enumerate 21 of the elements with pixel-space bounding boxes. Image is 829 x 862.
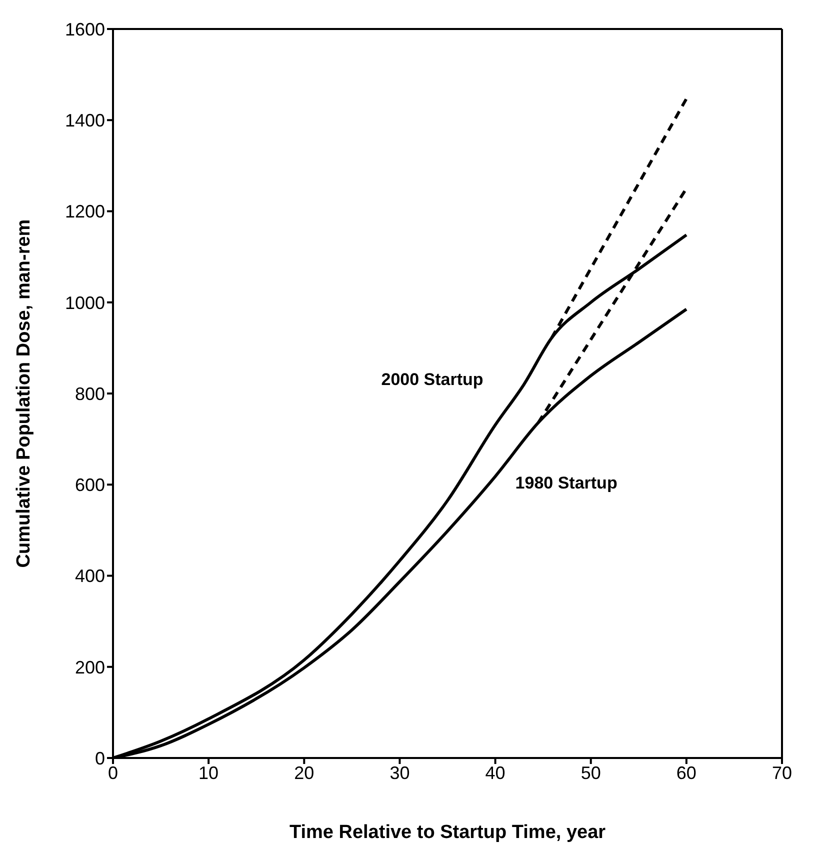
x-tick-label: 70: [772, 762, 792, 783]
y-tick-label: 600: [74, 475, 105, 496]
x-tick-label: 40: [485, 762, 506, 783]
series-label: 2000 Startup: [381, 370, 484, 389]
y-tick-label: 800: [74, 384, 105, 404]
y-tick-label: 0: [94, 748, 105, 768]
x-tick-label: 20: [294, 762, 314, 783]
y-tick-label: 1000: [64, 292, 105, 313]
y-axis-title: Cumulative Population Dose, man-rem: [14, 219, 35, 568]
series-label: 1980 Startup: [515, 473, 618, 492]
y-tick-label: 1400: [64, 110, 105, 131]
x-tick-label: 10: [198, 762, 219, 783]
x-tick-label: 60: [676, 762, 696, 783]
x-axis-title: Time Relative to Startup Time, year: [289, 822, 606, 843]
y-tick-label: 200: [74, 657, 105, 678]
y-tick-label: 400: [74, 566, 105, 586]
x-tick-label: 50: [580, 762, 601, 783]
x-tick-label: 0: [108, 762, 118, 783]
y-tick-label: 1200: [64, 202, 105, 222]
y-tick-label: 1600: [64, 19, 105, 40]
x-tick-label: 30: [390, 762, 410, 783]
